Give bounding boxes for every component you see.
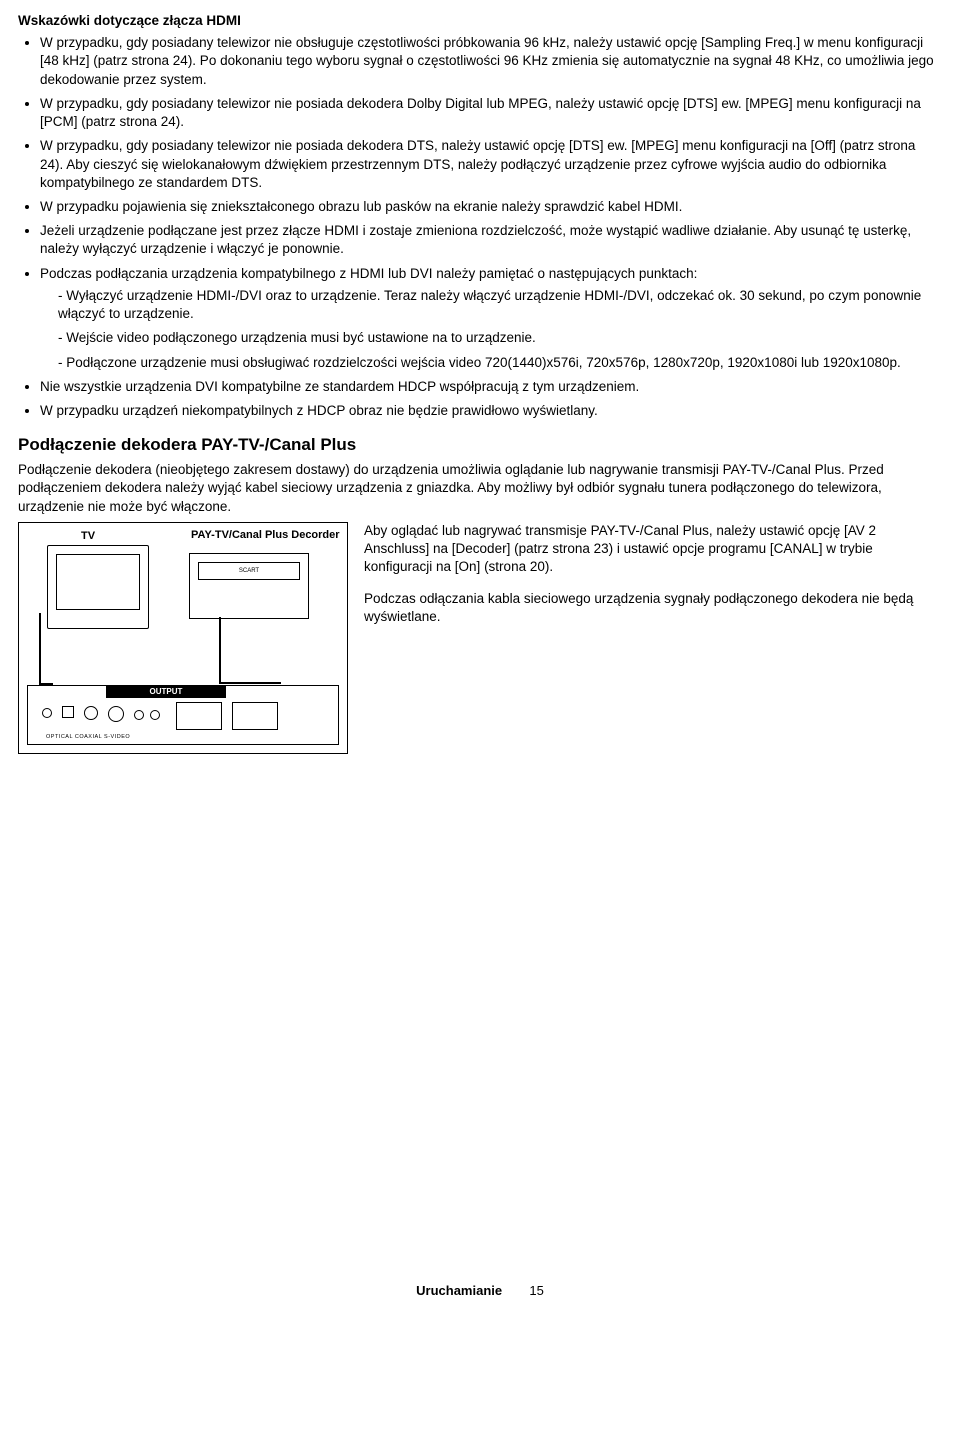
page-number: 15 bbox=[529, 1283, 543, 1298]
list-item: Podczas podłączania urządzenia kompatybi… bbox=[40, 265, 942, 372]
footer-title: Uruchamianie bbox=[416, 1283, 502, 1298]
list-item: W przypadku, gdy posiadany telewizor nie… bbox=[40, 137, 942, 192]
hdmi-heading: Wskazówki dotyczące złącza HDMI bbox=[18, 12, 942, 30]
list-item-text: Podczas podłączania urządzenia kompatybi… bbox=[40, 266, 697, 281]
hdmi-sub-list: Wyłączyć urządzenie HDMI-/DVI oraz to ur… bbox=[40, 287, 942, 372]
connection-diagram: TV PAY-TV/Canal Plus Decorder SCART OUTP… bbox=[18, 522, 348, 754]
list-item: W przypadku, gdy posiadany telewizor nie… bbox=[40, 34, 942, 89]
list-item: Wejście video podłączonego urządzenia mu… bbox=[58, 329, 942, 347]
list-item: Podłączone urządzenie musi obsługiwać ro… bbox=[58, 354, 942, 372]
port-labels: OPTICAL COAXIAL S-VIDEO bbox=[46, 734, 130, 741]
paytv-heading: Podłączenie dekodera PAY-TV-/Canal Plus bbox=[18, 434, 942, 457]
decoder-label: PAY-TV/Canal Plus Decorder bbox=[191, 529, 340, 541]
paytv-body: TV PAY-TV/Canal Plus Decorder SCART OUTP… bbox=[18, 516, 942, 762]
list-item: W przypadku pojawienia się zniekształcon… bbox=[40, 198, 942, 216]
list-item: Jeżeli urządzenie podłączane jest przez … bbox=[40, 222, 942, 258]
list-item: Nie wszystkie urządzenia DVI kompatybiln… bbox=[40, 378, 942, 396]
output-label: OUTPUT bbox=[106, 686, 226, 698]
tv-icon bbox=[47, 545, 149, 629]
hdmi-bullet-list: W przypadku, gdy posiadany telewizor nie… bbox=[18, 34, 942, 420]
output-panel-icon: OUTPUT OPTICAL COAXIAL S-VIDEO bbox=[27, 685, 339, 745]
page-footer: Uruchamianie 15 bbox=[18, 1282, 942, 1300]
list-item: Wyłączyć urządzenie HDMI-/DVI oraz to ur… bbox=[58, 287, 942, 323]
tv-label: TV bbox=[81, 529, 95, 544]
paytv-intro: Podłączenie dekodera (nieobjętego zakres… bbox=[18, 461, 942, 516]
scart-slot: SCART bbox=[198, 562, 300, 580]
cable-icon bbox=[39, 613, 53, 685]
cable-icon bbox=[219, 617, 281, 684]
list-item: W przypadku urządzeń niekompatybilnych z… bbox=[40, 402, 942, 420]
list-item: W przypadku, gdy posiadany telewizor nie… bbox=[40, 95, 942, 131]
decoder-icon: SCART bbox=[189, 553, 309, 619]
